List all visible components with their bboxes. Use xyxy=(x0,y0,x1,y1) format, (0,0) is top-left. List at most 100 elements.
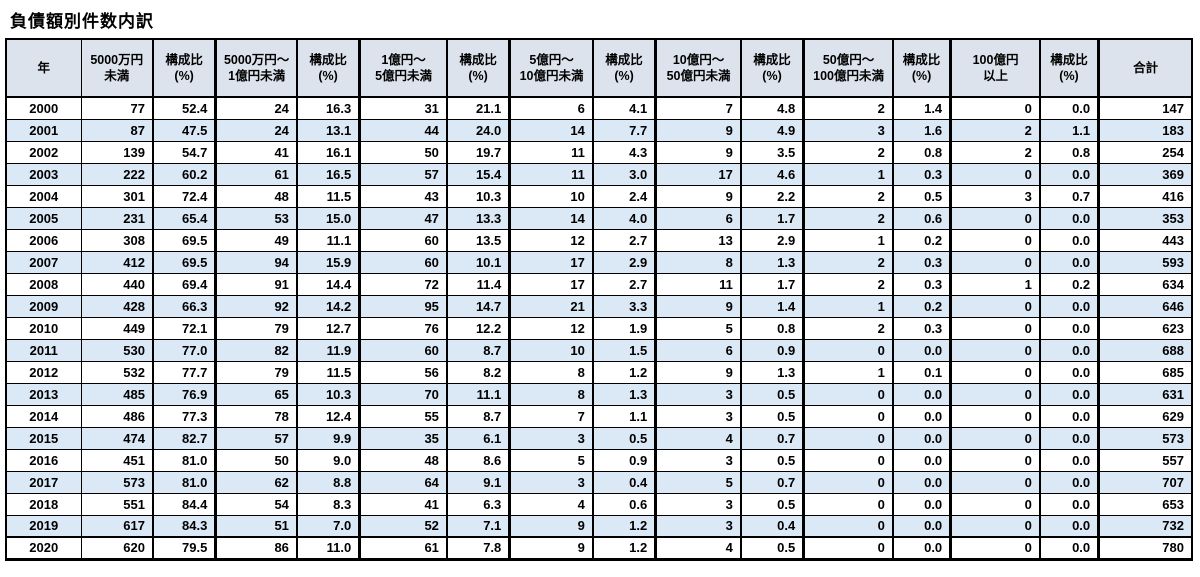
value-cell: 0 xyxy=(950,206,1041,230)
value-cell: 1.2 xyxy=(591,514,658,538)
value-cell: 2 xyxy=(803,316,894,340)
value-cell: 2 xyxy=(950,118,1041,142)
value-cell: 2.9 xyxy=(591,250,658,274)
value-cell: 14.7 xyxy=(445,294,512,318)
value-cell: 14 xyxy=(509,118,594,142)
table-row: 2013 485 76.9 65 10.3 70 11.1 8 1.3 3 0.5 0 0.0 0 0.0 6… xyxy=(5,382,1193,406)
value-cell: 0.5 xyxy=(739,448,806,472)
column-header-under-50m: 5000万円 未満 xyxy=(80,38,154,98)
year-cell: 2013 xyxy=(5,382,82,406)
year-cell: 2018 xyxy=(5,492,82,516)
value-cell: 8.6 xyxy=(445,448,512,472)
value-cell: 8.7 xyxy=(445,338,512,362)
value-cell: 81.0 xyxy=(151,448,218,472)
value-cell: 6 xyxy=(655,206,742,230)
value-cell: 707 xyxy=(1097,470,1193,494)
value-cell: 64 xyxy=(359,470,448,494)
value-cell: 451 xyxy=(80,448,154,472)
value-cell: 416 xyxy=(1097,184,1193,208)
table-row: 2009 428 66.3 92 14.2 95 14.7 21 3.3 9 1.4 1 0.2 0 0.0… xyxy=(5,294,1193,318)
value-cell: 573 xyxy=(80,470,154,494)
value-cell: 0.8 xyxy=(1038,140,1101,164)
value-cell: 231 xyxy=(80,206,154,230)
value-cell: 0.2 xyxy=(891,294,953,318)
value-cell: 3 xyxy=(655,382,742,406)
value-cell: 0.7 xyxy=(739,426,806,450)
column-header-range-5b-10b: 50億円～ 100億円未満 xyxy=(803,38,894,98)
value-cell: 17 xyxy=(655,162,742,186)
value-cell: 8.3 xyxy=(295,492,362,516)
table-row: 2005 231 65.4 53 15.0 47 13.3 14 4.0 6 1.7 2 0.6 0 0.0… xyxy=(5,206,1193,230)
table-row: 2010 449 72.1 79 12.7 76 12.2 12 1.9 5 0.8 2 0.3 0 0.0… xyxy=(5,316,1193,340)
value-cell: 9 xyxy=(509,536,594,561)
value-cell: 0.9 xyxy=(739,338,806,362)
value-cell: 86 xyxy=(215,536,298,561)
year-cell: 2001 xyxy=(5,118,82,142)
year-cell: 2019 xyxy=(5,514,82,538)
value-cell: 12.4 xyxy=(295,404,362,428)
value-cell: 443 xyxy=(1097,228,1193,252)
value-cell: 1 xyxy=(950,272,1041,296)
value-cell: 0 xyxy=(950,470,1041,494)
value-cell: 8.7 xyxy=(445,404,512,428)
value-cell: 631 xyxy=(1097,382,1193,406)
value-cell: 573 xyxy=(1097,426,1193,450)
value-cell: 0.8 xyxy=(891,140,953,164)
column-header-over-10b-pct: 構成比 (%) xyxy=(1038,38,1101,98)
value-cell: 21.1 xyxy=(445,96,512,120)
value-cell: 617 xyxy=(80,514,154,538)
value-cell: 70 xyxy=(359,382,448,406)
value-cell: 11.9 xyxy=(295,338,362,362)
value-cell: 77.0 xyxy=(151,338,218,362)
value-cell: 1.2 xyxy=(591,360,658,384)
value-cell: 557 xyxy=(1097,448,1193,472)
value-cell: 0 xyxy=(803,492,894,516)
table-row: 2014 486 77.3 78 12.4 55 8.7 7 1.1 3 0.5 0 0.0 0 0.0 62… xyxy=(5,404,1193,428)
value-cell: 2.7 xyxy=(591,272,658,296)
value-cell: 11 xyxy=(509,162,594,186)
value-cell: 2 xyxy=(803,140,894,164)
value-cell: 17 xyxy=(509,250,594,274)
value-cell: 12.7 xyxy=(295,316,362,340)
value-cell: 44 xyxy=(359,118,448,142)
value-cell: 0.5 xyxy=(739,536,806,561)
value-cell: 0.8 xyxy=(739,316,806,340)
value-cell: 1.4 xyxy=(891,96,953,120)
value-cell: 47.5 xyxy=(151,118,218,142)
value-cell: 55 xyxy=(359,404,448,428)
header-row: 年 5000万円 未満 構成比 (%) 5000万円～ 1億円未満 構成比 (%) 1億円… xyxy=(5,38,1193,98)
value-cell: 77.7 xyxy=(151,360,218,384)
value-cell: 3 xyxy=(655,514,742,538)
value-cell: 60 xyxy=(359,228,448,252)
value-cell: 308 xyxy=(80,228,154,252)
column-header-range-5b-10b-pct: 構成比 (%) xyxy=(891,38,953,98)
value-cell: 24.0 xyxy=(445,118,512,142)
value-cell: 593 xyxy=(1097,250,1193,274)
value-cell: 0.0 xyxy=(1038,162,1101,186)
value-cell: 0.2 xyxy=(891,228,953,252)
value-cell: 0.0 xyxy=(1038,470,1101,494)
value-cell: 440 xyxy=(80,272,154,296)
value-cell: 51 xyxy=(215,514,298,538)
value-cell: 486 xyxy=(80,404,154,428)
value-cell: 12 xyxy=(509,228,594,252)
value-cell: 685 xyxy=(1097,360,1193,384)
value-cell: 0 xyxy=(803,426,894,450)
value-cell: 61 xyxy=(359,536,448,561)
year-cell: 2020 xyxy=(5,536,82,561)
value-cell: 7.8 xyxy=(445,536,512,561)
value-cell: 43 xyxy=(359,184,448,208)
value-cell: 4.6 xyxy=(739,162,806,186)
value-cell: 95 xyxy=(359,294,448,318)
table-row: 2016 451 81.0 50 9.0 48 8.6 5 0.9 3 0.5 0 0.0 0 0.0 557 xyxy=(5,448,1193,472)
year-cell: 2010 xyxy=(5,316,82,340)
value-cell: 10.3 xyxy=(445,184,512,208)
value-cell: 0.1 xyxy=(891,360,953,384)
page-title: 負債額別件数内訳 xyxy=(10,12,154,31)
value-cell: 60.2 xyxy=(151,162,218,186)
value-cell: 1.1 xyxy=(1038,118,1101,142)
value-cell: 0 xyxy=(950,96,1041,120)
value-cell: 57 xyxy=(215,426,298,450)
value-cell: 1.3 xyxy=(739,250,806,274)
